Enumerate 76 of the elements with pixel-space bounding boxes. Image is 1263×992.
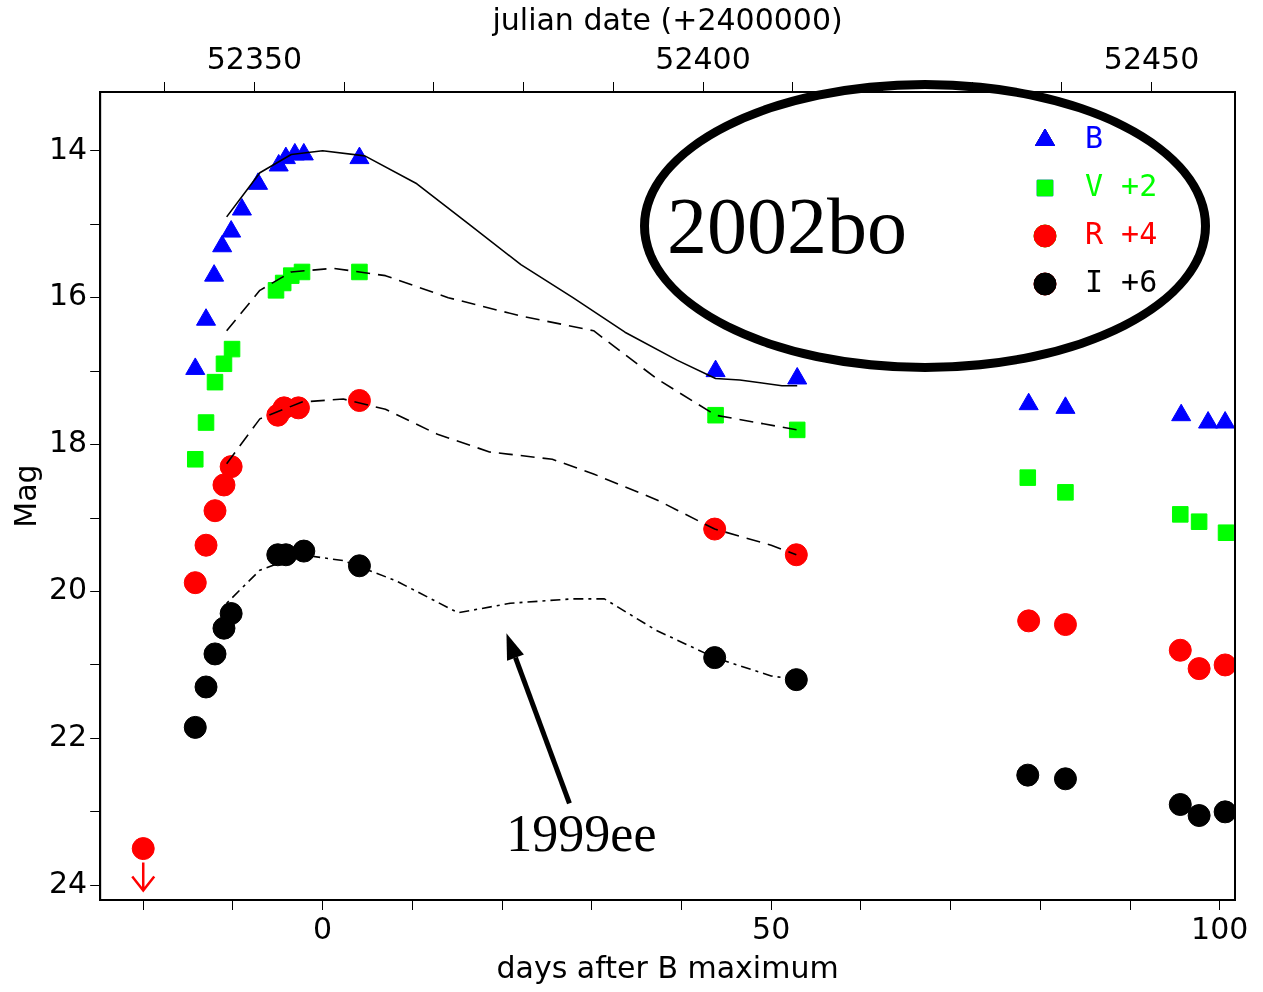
point <box>1190 513 1208 530</box>
point <box>1171 403 1192 422</box>
point <box>347 389 371 413</box>
y-tick-label: 22 <box>48 718 88 754</box>
point <box>705 359 726 378</box>
x2-tick-label: 52350 <box>206 40 303 76</box>
x-tick-label: 100 <box>1191 910 1249 946</box>
point <box>784 668 808 692</box>
point <box>1019 469 1037 486</box>
point <box>707 406 724 424</box>
point <box>1016 763 1040 787</box>
point <box>351 263 368 281</box>
point <box>1187 804 1211 828</box>
point <box>231 198 252 216</box>
point <box>292 539 316 563</box>
annotation: 1999ee <box>506 803 657 863</box>
point <box>1018 392 1039 411</box>
point <box>1053 767 1077 791</box>
point <box>1017 609 1041 633</box>
point <box>215 355 233 373</box>
point <box>1172 506 1189 523</box>
point <box>703 517 727 541</box>
point <box>219 602 243 626</box>
point <box>1187 657 1211 681</box>
point <box>1213 800 1235 824</box>
x2-tick-label: 52450 <box>1103 40 1200 76</box>
point <box>349 146 370 165</box>
y-tick-label: 14 <box>48 130 88 166</box>
y-tick-label: 16 <box>48 277 88 313</box>
point <box>203 642 227 666</box>
legend-label: I +6 <box>1085 263 1158 299</box>
point <box>212 234 233 253</box>
point <box>1055 396 1076 414</box>
x2-tick-label: 52400 <box>655 40 751 76</box>
x-axis-title: days after B maximum <box>496 949 839 985</box>
annotation: 2002bo <box>667 180 907 272</box>
legend-label: R +4 <box>1085 215 1158 251</box>
x-tick-label: 0 <box>313 910 333 946</box>
point <box>1213 653 1235 677</box>
y-tick-label: 24 <box>48 865 88 901</box>
point <box>186 451 204 468</box>
point <box>183 715 207 739</box>
point <box>1215 411 1235 429</box>
point <box>206 373 224 391</box>
point <box>212 473 236 497</box>
point <box>221 220 242 238</box>
point <box>1198 411 1219 429</box>
point <box>185 357 206 375</box>
point <box>788 421 806 439</box>
point <box>183 571 207 595</box>
legend-label: V +2 <box>1085 167 1158 203</box>
point <box>194 675 218 699</box>
point <box>223 340 241 358</box>
point <box>787 366 808 385</box>
point <box>204 264 225 282</box>
point <box>347 554 371 578</box>
point <box>784 543 808 567</box>
y-axis-title: Mag <box>7 464 43 528</box>
y-tick-label: 18 <box>48 424 88 460</box>
point <box>293 142 314 161</box>
point <box>1168 638 1192 662</box>
legend-label: B <box>1085 119 1104 155</box>
point <box>1053 613 1077 637</box>
point <box>1057 484 1074 501</box>
point <box>131 837 155 861</box>
point <box>196 308 217 326</box>
point <box>219 455 243 479</box>
y-tick-label: 20 <box>48 571 88 607</box>
point <box>703 646 727 670</box>
x-tick-label: 50 <box>752 910 791 946</box>
point <box>203 499 227 523</box>
point <box>1168 793 1192 817</box>
x2-axis-title: julian date (+2400000) <box>491 1 843 37</box>
point <box>194 533 218 557</box>
point <box>1217 524 1235 542</box>
point <box>197 414 215 431</box>
